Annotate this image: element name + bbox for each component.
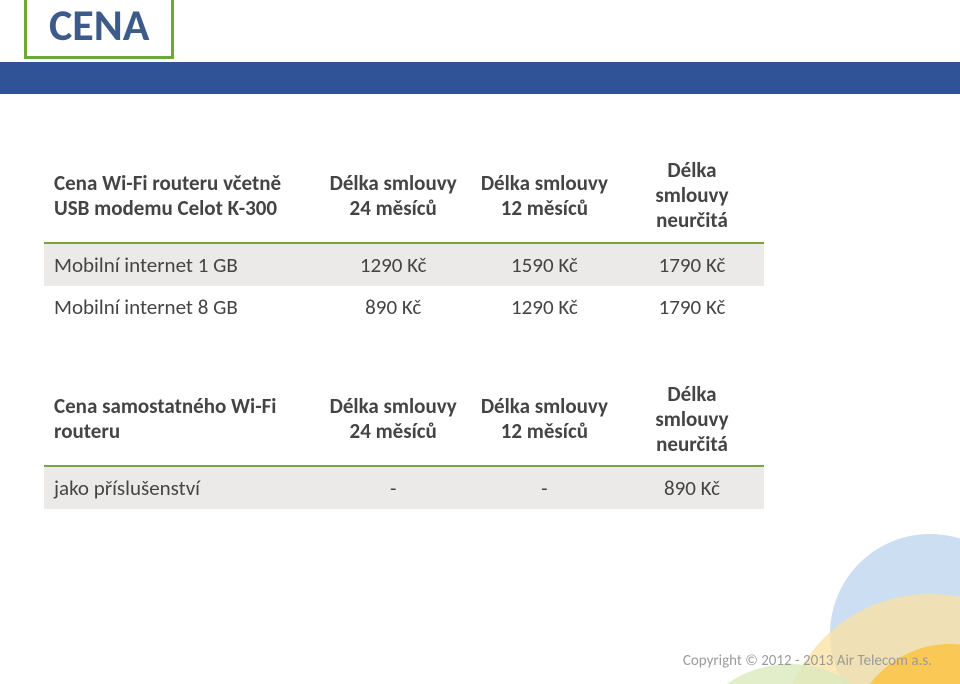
t1-r0c1: 1290 Kč (318, 243, 469, 286)
t1-r1c2: 1290 Kč (469, 286, 620, 328)
t1-r1c0: Mobilní internet 8 GB (44, 286, 318, 328)
table-row: Mobilní internet 8 GB 890 Kč 1290 Kč 179… (44, 286, 764, 328)
pricing-table-1: Cena Wi-Fi routeru včetně USB modemu Cel… (44, 150, 764, 328)
t1-h1: Délka smlouvy 24 měsíců (318, 150, 469, 243)
t1-h3: Délka smlouvy neurčitá (620, 150, 764, 243)
table-row: Mobilní internet 1 GB 1290 Kč 1590 Kč 17… (44, 243, 764, 286)
title-box: CENA (24, 0, 174, 59)
t2-r0c3: 890 Kč (620, 466, 764, 509)
t1-r0c3: 1790 Kč (620, 243, 764, 286)
t2-r0c1: - (318, 466, 469, 509)
t1-h0: Cena Wi-Fi routeru včetně USB modemu Cel… (44, 150, 318, 243)
copyright-text: Copyright © 2012 - 2013 Air Telecom a.s. (683, 652, 932, 670)
t1-r1c3: 1790 Kč (620, 286, 764, 328)
table-row: jako příslušenství - - 890 Kč (44, 466, 764, 509)
t1-r0c0: Mobilní internet 1 GB (44, 243, 318, 286)
t2-r0c0: jako příslušenství (44, 466, 318, 509)
t2-h2: Délka smlouvy 12 měsíců (469, 374, 620, 467)
pricing-table-2: Cena samostatného Wi-Fi routeru Délka sm… (44, 374, 764, 510)
header-bar (0, 62, 960, 94)
brand-logo: U:fon (866, 106, 926, 138)
content-area: Cena Wi-Fi routeru včetně USB modemu Cel… (44, 150, 764, 509)
t1-h2: Délka smlouvy 12 měsíců (469, 150, 620, 243)
t2-h0: Cena samostatného Wi-Fi routeru (44, 374, 318, 467)
t2-h1: Délka smlouvy 24 měsíců (318, 374, 469, 467)
t2-h3: Délka smlouvy neurčitá (620, 374, 764, 467)
t1-r0c2: 1590 Kč (469, 243, 620, 286)
t2-r0c2: - (469, 466, 620, 509)
t1-r1c1: 890 Kč (318, 286, 469, 328)
page-title: CENA (49, 0, 149, 52)
